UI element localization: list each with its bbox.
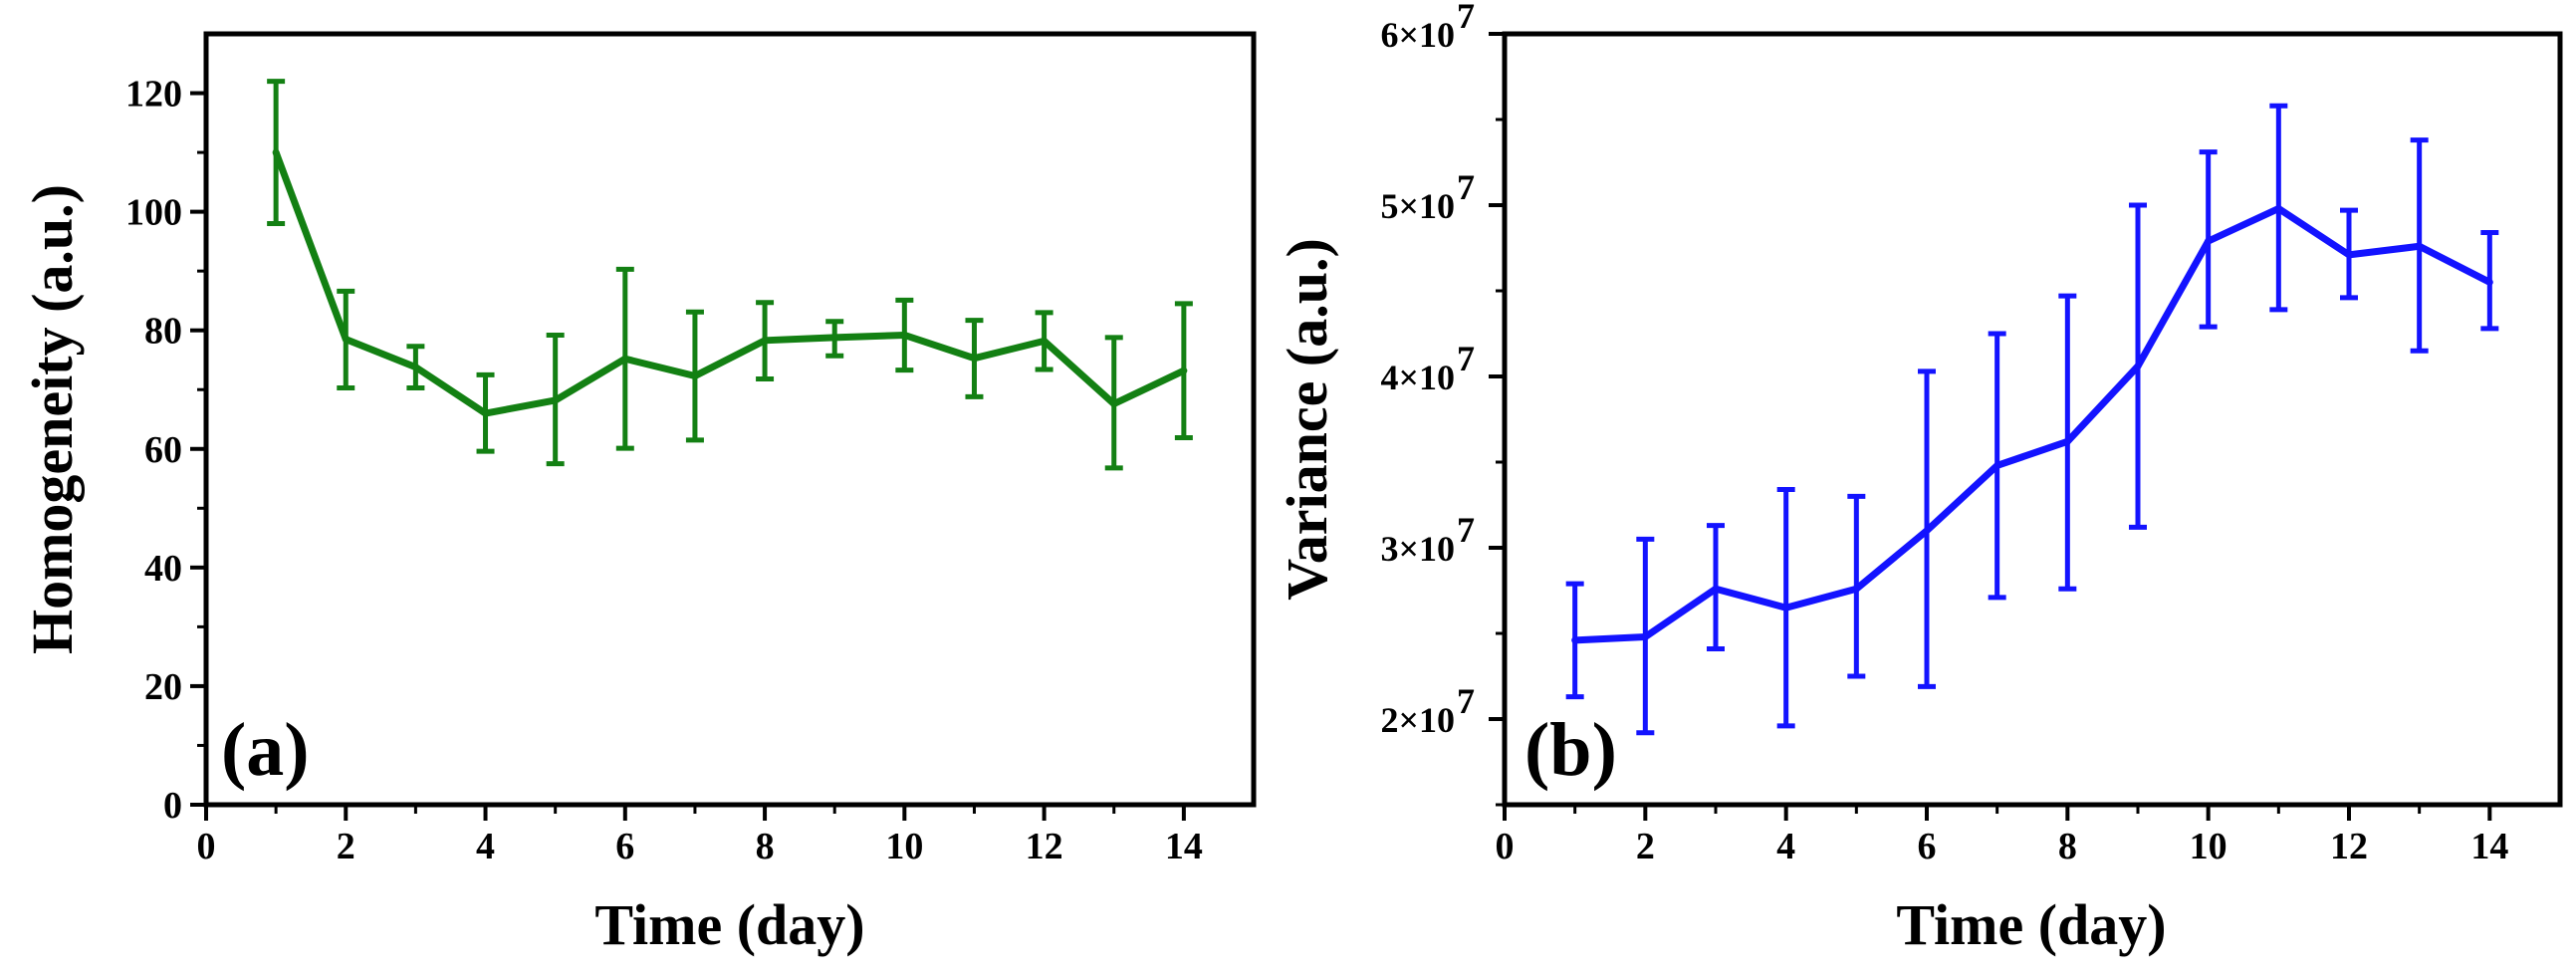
data-point bbox=[1993, 461, 2001, 469]
y-tick-label: 5×10 bbox=[1380, 186, 1455, 226]
data-point bbox=[1923, 527, 1931, 535]
y-tick-label: 2×10 bbox=[1380, 700, 1455, 740]
x-tick-label: 12 bbox=[2330, 826, 2368, 867]
x-tick-label: 4 bbox=[1776, 826, 1795, 867]
data-point bbox=[2134, 363, 2142, 370]
panel-b-x-axis-title: Time (day) bbox=[1896, 892, 2166, 957]
panel-a-label: (a) bbox=[221, 708, 310, 792]
data-point bbox=[1782, 604, 1790, 612]
data-point bbox=[900, 331, 908, 339]
x-tick-label: 0 bbox=[197, 826, 216, 867]
panel-a-x-axis-title: Time (day) bbox=[594, 892, 864, 957]
y-tick-label: 4×10 bbox=[1380, 358, 1455, 397]
y-tick-label: 6×10 bbox=[1380, 15, 1455, 55]
x-tick-label: 10 bbox=[885, 826, 923, 867]
data-point bbox=[1571, 636, 1579, 644]
y-tick-label: 40 bbox=[144, 548, 182, 590]
panel-b-series bbox=[1571, 204, 2493, 644]
data-point bbox=[621, 355, 629, 363]
data-point bbox=[1852, 585, 1860, 593]
data-point bbox=[1110, 400, 1118, 408]
x-tick-label: 2 bbox=[337, 826, 355, 867]
x-tick-label: 4 bbox=[476, 826, 495, 867]
panel-b-variance: 0 2 4 6 8 10 12 14 2×10 73×10 74×10 75×10 76×10 7 (b… bbox=[1275, 0, 2563, 957]
panel-b-y-ticks: 2×10 73×10 74×10 75×10 76×10 7 bbox=[1380, 0, 1505, 807]
data-point bbox=[1180, 367, 1188, 374]
y-tick-exponent: 7 bbox=[1457, 0, 1475, 36]
x-tick-label: 10 bbox=[2190, 826, 2227, 867]
data-point bbox=[2205, 237, 2213, 245]
data-point bbox=[970, 355, 978, 363]
data-point bbox=[411, 364, 419, 371]
x-tick-label: 6 bbox=[1918, 826, 1937, 867]
panel-b-plot-frame bbox=[1502, 31, 2563, 808]
x-tick-label: 8 bbox=[2058, 826, 2077, 867]
data-point bbox=[272, 148, 280, 156]
data-point bbox=[2063, 437, 2071, 445]
panel-b-y-axis-title: Variance (a.u.) bbox=[1275, 238, 1339, 601]
data-point bbox=[1712, 585, 1720, 593]
y-tick-exponent: 7 bbox=[1457, 167, 1475, 207]
x-tick-label: 14 bbox=[1165, 826, 1203, 867]
x-tick-label: 2 bbox=[1636, 826, 1655, 867]
data-point bbox=[2416, 242, 2424, 250]
x-tick-label: 0 bbox=[1496, 826, 1515, 867]
data-point bbox=[342, 336, 350, 344]
panel-a-x-ticks: 0 2 4 6 8 10 12 14 bbox=[197, 805, 1203, 867]
panel-b-error-bars bbox=[1565, 103, 2499, 736]
data-point bbox=[691, 372, 699, 380]
y-tick-exponent: 7 bbox=[1457, 339, 1475, 378]
y-tick-label: 3×10 bbox=[1380, 529, 1455, 569]
y-tick-label: 60 bbox=[144, 429, 182, 471]
data-point bbox=[2274, 204, 2282, 212]
data-point bbox=[482, 409, 490, 417]
series-line bbox=[272, 150, 1186, 417]
data-point bbox=[2485, 278, 2493, 286]
y-tick-exponent: 7 bbox=[1457, 510, 1475, 550]
data-point bbox=[1641, 632, 1649, 640]
y-tick-label: 20 bbox=[144, 666, 182, 708]
data-point bbox=[830, 334, 838, 342]
series-line bbox=[1574, 204, 2491, 644]
panel-b-x-ticks: 0 2 4 6 8 10 12 14 bbox=[1496, 805, 2508, 867]
panel-a-plot-frame bbox=[203, 31, 1257, 808]
x-tick-label: 14 bbox=[2470, 826, 2508, 867]
y-tick-label: 100 bbox=[125, 192, 182, 234]
panel-a-error-bars bbox=[267, 79, 1193, 471]
data-point bbox=[761, 337, 769, 345]
data-point bbox=[1041, 337, 1049, 345]
x-tick-label: 12 bbox=[1026, 826, 1063, 867]
y-tick-exponent: 7 bbox=[1457, 681, 1475, 721]
y-tick-label: 80 bbox=[144, 311, 182, 353]
x-tick-label: 8 bbox=[756, 826, 775, 867]
data-point bbox=[2345, 251, 2353, 259]
panel-a-homogeneity: 0 2 4 6 8 10 12 14 0 20 40 60 80 100 120 (a) Time (da… bbox=[20, 31, 1257, 957]
x-tick-label: 6 bbox=[615, 826, 634, 867]
panel-a-series bbox=[272, 148, 1188, 417]
y-tick-label: 120 bbox=[125, 74, 182, 116]
panel-a-y-ticks: 0 20 40 60 80 100 120 bbox=[125, 74, 206, 827]
panel-a-y-axis-title: Homogeneity (a.u.) bbox=[20, 184, 85, 654]
panel-b-label: (b) bbox=[1524, 708, 1617, 792]
data-point bbox=[552, 396, 560, 404]
y-tick-label: 0 bbox=[163, 785, 182, 827]
